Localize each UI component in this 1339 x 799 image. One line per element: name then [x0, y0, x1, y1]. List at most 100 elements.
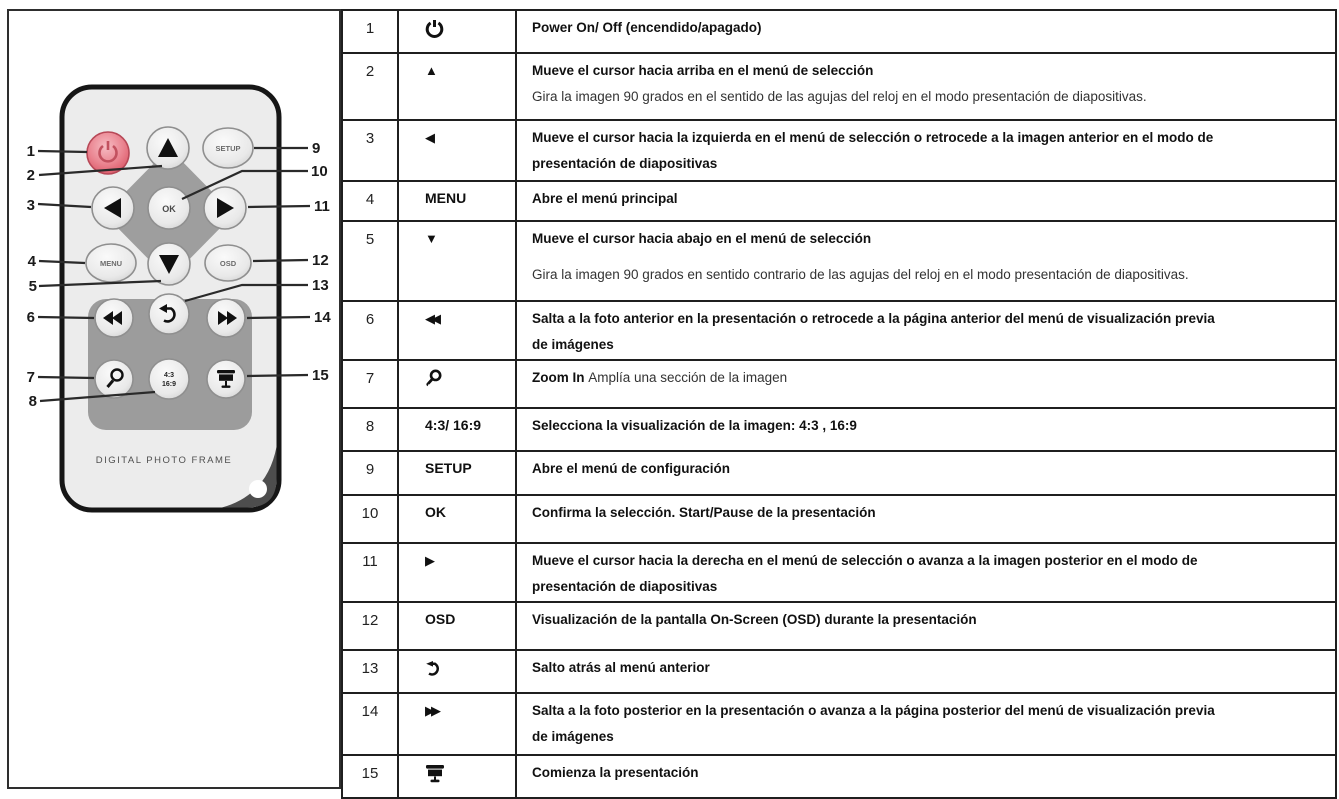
back-arrow-icon: [159, 304, 176, 323]
ok-button-label: OK: [162, 204, 176, 214]
row-description: Mueve el cursor hacia arriba en el menú …: [517, 54, 1335, 119]
table-row: 5 ▼ Mueve el cursor hacia abajo en el me…: [343, 220, 1335, 300]
back-button-illustration: [148, 293, 190, 335]
description-text: Amplía una sección de la imagen: [588, 370, 788, 385]
description-line: Abre el menú de configuración: [532, 461, 1321, 477]
description-line: Power On/ Off (encendido/apagado): [532, 20, 1321, 36]
down-button-illustration: [147, 242, 191, 286]
double-right-icon: [218, 311, 237, 325]
row-symbol: ▶: [399, 544, 517, 601]
description-line: Mueve el cursor hacia abajo en el menú d…: [532, 231, 1321, 247]
table-row: 13 Salto atrás al menú anterior: [343, 648, 1335, 692]
description-text-bold: Salta a la foto anterior en la presentac…: [532, 311, 1215, 326]
description-line: Comienza la presentación: [532, 765, 1321, 781]
table-row: 8 4:3/ 16:9 Selecciona la visualización …: [343, 407, 1335, 450]
row-symbol: ◀: [399, 121, 517, 180]
row-number: 1: [343, 11, 399, 52]
symbol-label: OSD: [425, 610, 456, 627]
row-symbol: [399, 650, 517, 692]
row-number: 12: [343, 602, 399, 649]
callout-14: 14: [314, 309, 331, 326]
magnifier-icon: [106, 368, 124, 388]
left-triangle-icon: [104, 198, 121, 218]
right-triangle-icon: [217, 198, 234, 218]
row-number: 14: [343, 693, 399, 754]
up-triangle-icon: [158, 138, 178, 157]
symbol-label: SETUP: [425, 460, 472, 476]
zoom-button-illustration: [94, 359, 134, 399]
row-symbol: ▼: [399, 222, 517, 300]
row-symbol: OK: [399, 496, 517, 542]
row-description: Salta a la foto anterior en la presentac…: [517, 302, 1335, 359]
row-number: 9: [343, 452, 399, 494]
description-text-bold: de imágenes: [532, 336, 614, 352]
row-description: Salta a la foto posterior en la presenta…: [517, 694, 1335, 754]
table-row: 12 OSD Visualización de la pantalla On-S…: [343, 600, 1335, 649]
callout-11: 11: [314, 198, 330, 215]
table-row: 11 ▶ Mueve el cursor hacia la derecha en…: [343, 542, 1335, 601]
setup-button-illustration: SETUP: [202, 127, 254, 169]
row-number: 5: [343, 222, 399, 300]
previous-button-illustration: [94, 298, 134, 338]
screen-icon: [425, 764, 445, 783]
up-triangle-icon: ▲: [425, 63, 438, 78]
symbol-label: OK: [425, 504, 446, 520]
slideshow-button-illustration: [206, 359, 246, 399]
ratio-top-label: 4:3: [164, 372, 174, 379]
callout-1: 1: [27, 143, 35, 160]
ratio-bottom-label: 16:9: [162, 381, 176, 388]
table-row: 15 Comienza la presentación: [343, 753, 1335, 797]
row-number: 10: [343, 496, 399, 542]
right-button-illustration: [203, 186, 247, 230]
callout-3: 3: [27, 197, 35, 214]
description-text-bold: Salta a la foto posterior en la presenta…: [532, 702, 1215, 718]
brand-label: DIGITAL PHOTO FRAME: [96, 455, 233, 466]
double-left-icon: [103, 311, 122, 325]
description-line: presentación de diapositivas: [532, 579, 1321, 595]
back-arrow-icon: [425, 659, 442, 676]
power-icon: [98, 141, 118, 163]
callout-2: 2: [27, 167, 35, 184]
callout-15: 15: [312, 367, 329, 384]
description-text-bold: Power On/ Off (encendido/apagado): [532, 20, 762, 35]
description-text: Gira la imagen 90 grados en sentido cont…: [532, 266, 1189, 282]
description-text-bold: Mueve el cursor hacia la izquierda en el…: [532, 130, 1214, 145]
row-number: 2: [343, 54, 399, 119]
description-text-bold: Confirma la selección. Start/Pause de la…: [532, 505, 876, 520]
double-right-icon: ▶▶: [425, 702, 441, 718]
callout-9: 9: [312, 140, 320, 157]
description-line: Visualización de la pantalla On-Screen (…: [532, 612, 1321, 628]
callout-4: 4: [28, 253, 37, 270]
row-number: 15: [343, 755, 399, 797]
description-text-bold: Selecciona la visualización de la imagen…: [532, 418, 857, 433]
up-button-illustration: [146, 126, 190, 170]
description-line: Gira la imagen 90 grados en el sentido d…: [532, 89, 1321, 105]
description-line: Salto atrás al menú anterior: [532, 660, 1321, 676]
description-text-bold: presentación de diapositivas: [532, 155, 718, 171]
description-line: Gira la imagen 90 grados en sentido cont…: [532, 267, 1321, 283]
row-description: Abre el menú de configuración: [517, 452, 1335, 494]
description-text-bold: Abre el menú de configuración: [532, 461, 731, 476]
callout-10: 10: [311, 163, 328, 180]
remote-control-illustration: SETUP OK MENU OSD: [27, 84, 331, 513]
description-text-bold: Salto atrás al menú anterior: [532, 659, 710, 675]
row-description: Salto atrás al menú anterior: [517, 651, 1335, 692]
remote-diagram-panel: SETUP OK MENU OSD: [7, 9, 341, 789]
callout-7: 7: [27, 369, 35, 386]
description-line: Mueve el cursor hacia arriba en el menú …: [532, 63, 1321, 79]
left-button-illustration: [91, 186, 135, 230]
row-description: Abre el menú principal: [517, 182, 1335, 220]
description-text-bold: Comienza la presentación: [532, 764, 699, 780]
description-text-bold: Mueve el cursor hacia abajo en el menú d…: [532, 231, 872, 246]
osd-button-illustration: OSD: [204, 244, 252, 282]
down-triangle-icon: ▼: [425, 231, 438, 246]
row-number: 8: [343, 409, 399, 450]
screen-icon: [217, 370, 235, 388]
description-line: Salta a la foto anterior en la presentac…: [532, 311, 1321, 327]
description-line: Abre el menú principal: [532, 191, 1321, 207]
row-symbol: ▲: [399, 54, 517, 119]
table-row: 9 SETUP Abre el menú de configuración: [343, 450, 1335, 494]
row-number: 4: [343, 182, 399, 220]
row-description: Mueve el cursor hacia abajo en el menú d…: [517, 222, 1335, 300]
table-row: 7 Zoom In Amplía una sección de la image…: [343, 359, 1335, 407]
